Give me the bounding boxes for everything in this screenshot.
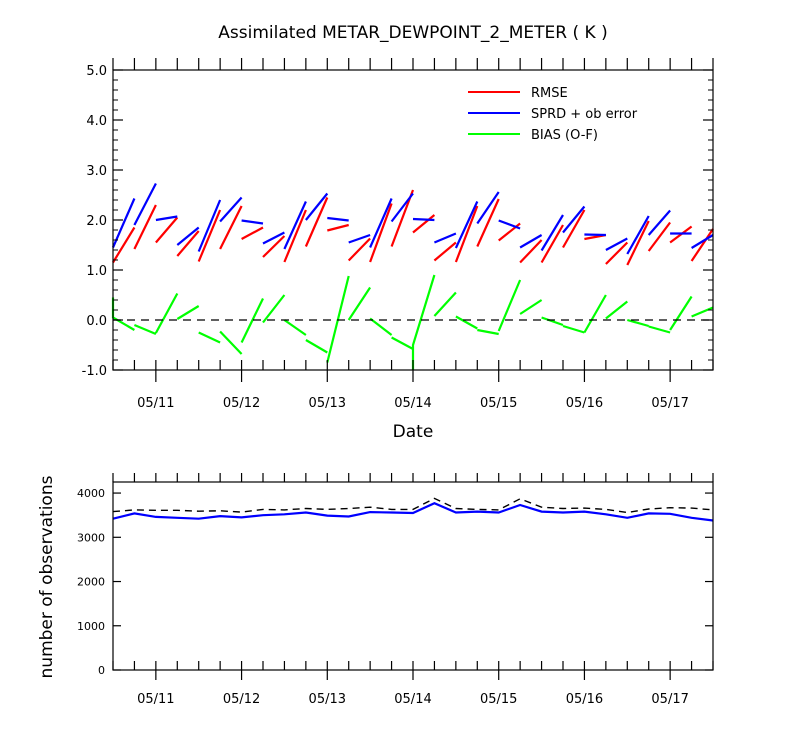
legend: RMSE SPRD + ob error BIAS (O-F): [468, 86, 638, 143]
x-axis-title: Date: [393, 422, 434, 442]
obs-x-tick-label: 05/16: [566, 692, 603, 707]
top-series-lines: [111, 182, 714, 370]
series-line-bias: [111, 274, 714, 370]
obs-total-line: [112, 497, 714, 514]
x-tick-label: 05/13: [309, 396, 346, 411]
obs-x-tick-label: 05/13: [309, 692, 346, 707]
obs-y-tick-label: 1000: [77, 620, 105, 633]
bottom-series-lines: [112, 497, 714, 522]
bottom-plot-frame: [112, 481, 714, 671]
x-tick-label: 05/11: [137, 396, 174, 411]
top-panel: -1.0 0.0 1.0 2.0 3.0 4.0 5.0 05/11 05/12 05/13 05/…: [82, 58, 714, 442]
y-tick-label: 1.0: [86, 264, 107, 279]
obs-y-tick-label: 0: [98, 664, 105, 677]
series-line-rmse: [112, 189, 714, 266]
y-axis-title-observations: number of observations: [37, 475, 57, 678]
bottom-panel: 0 1000 2000 3000 4000 05/11 05/12 05/13 05/14 05/…: [37, 473, 714, 707]
legend-label-bias: BIAS (O-F): [531, 128, 598, 143]
obs-y-tick-label: 3000: [77, 531, 105, 544]
obs-x-tick-label: 05/11: [137, 692, 174, 707]
x-tick-label: 05/15: [480, 396, 517, 411]
obs-assimilated-line: [112, 501, 714, 522]
y-tick-label: 0.0: [86, 314, 107, 329]
obs-y-tick-label: 2000: [77, 576, 105, 589]
top-ticks: -1.0 0.0 1.0 2.0 3.0 4.0 5.0 05/11 05/12 05/13 05/…: [82, 58, 714, 411]
obs-x-tick-label: 05/12: [223, 692, 260, 707]
legend-label-spread: SPRD + ob error: [531, 107, 638, 122]
x-tick-label: 05/17: [651, 396, 688, 411]
obs-x-tick-label: 05/14: [394, 692, 431, 707]
chart-title: Assimilated METAR_DEWPOINT_2_METER ( K ): [218, 23, 607, 43]
y-tick-label: 5.0: [86, 64, 107, 79]
x-tick-label: 05/12: [223, 396, 260, 411]
legend-label-rmse: RMSE: [531, 86, 568, 101]
series-line-spread: [111, 182, 714, 255]
obs-y-tick-label: 4000: [77, 487, 105, 500]
x-tick-label: 05/16: [566, 396, 603, 411]
bottom-ticks: 0 1000 2000 3000 4000 05/11 05/12 05/13 05/14 05/…: [77, 473, 714, 707]
y-tick-label: 3.0: [86, 164, 107, 179]
x-tick-label: 05/14: [394, 396, 431, 411]
y-tick-label: -1.0: [82, 364, 107, 379]
obs-x-tick-label: 05/17: [651, 692, 688, 707]
y-tick-label: 2.0: [86, 214, 107, 229]
obs-x-tick-label: 05/15: [480, 692, 517, 707]
y-tick-label: 4.0: [86, 114, 107, 129]
